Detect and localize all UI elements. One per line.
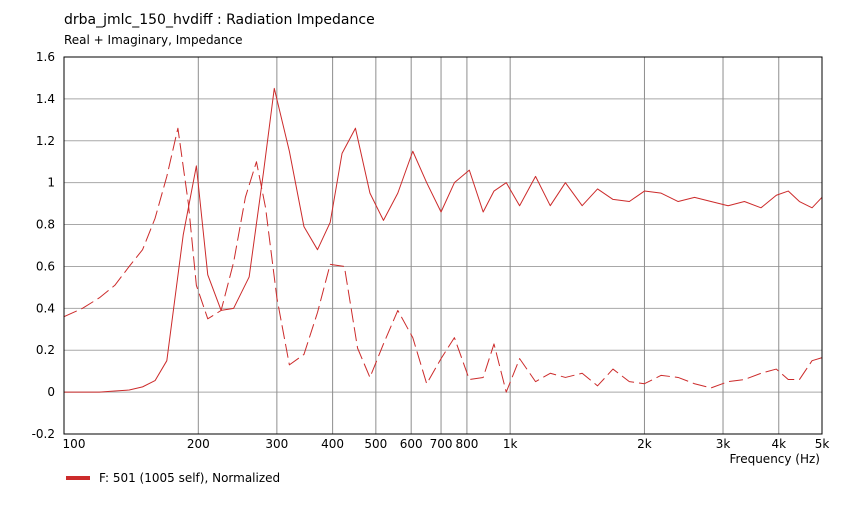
y-tick-label: 0.2 (36, 343, 55, 357)
y-tick-label: 0.6 (36, 259, 55, 273)
x-tick-label: 800 (455, 437, 478, 451)
y-tick-label: 1.2 (36, 134, 55, 148)
x-tick-label: 700 (430, 437, 453, 451)
legend-label: F: 501 (1005 self), Normalized (99, 471, 281, 485)
y-tick-label: -0.2 (32, 427, 55, 441)
x-tick-label: 300 (265, 437, 288, 451)
imaginary-series-line (64, 127, 822, 393)
real-series-line (64, 87, 822, 393)
x-tick-label: 2k (637, 437, 652, 451)
x-tick-label: 4k (771, 437, 786, 451)
x-tick-label: 3k (716, 437, 731, 451)
legend: F: 501 (1005 self), Normalized (66, 470, 280, 486)
y-tick-label: 1.6 (36, 50, 55, 64)
y-tick-label: 1.4 (36, 92, 55, 106)
grid-lines (63, 56, 823, 435)
y-axis-ticks: -0.2 0 0.2 0.4 0.6 0.8 1 1.2 1.4 1.6 (32, 50, 55, 441)
y-tick-label: 1 (47, 176, 55, 190)
chart-title: drba_jmlc_150_hvdiff : Radiation Impedan… (64, 12, 375, 28)
plot-frame (63, 56, 823, 435)
x-tick-label: 400 (321, 437, 344, 451)
x-tick-label: 500 (364, 437, 387, 451)
y-tick-label: 0.4 (36, 301, 55, 315)
series-layer (64, 87, 822, 393)
x-tick-label: 600 (400, 437, 423, 451)
y-tick-label: 0 (47, 385, 55, 399)
x-tick-label: 1k (503, 437, 518, 451)
x-tick-label: 5k (815, 437, 830, 451)
x-tick-label: 100 (63, 437, 86, 451)
x-tick-label: 200 (187, 437, 210, 451)
legend-swatch (66, 476, 90, 480)
y-tick-label: 0.8 (36, 218, 55, 232)
chart-subtitle: Real + Imaginary, Impedance (64, 33, 243, 47)
x-axis-ticks: 100 200 300 400 500 600 700 800 1k 2k 3k 4k 5k (63, 437, 830, 451)
x-axis-label: Frequency (Hz) (730, 452, 821, 466)
